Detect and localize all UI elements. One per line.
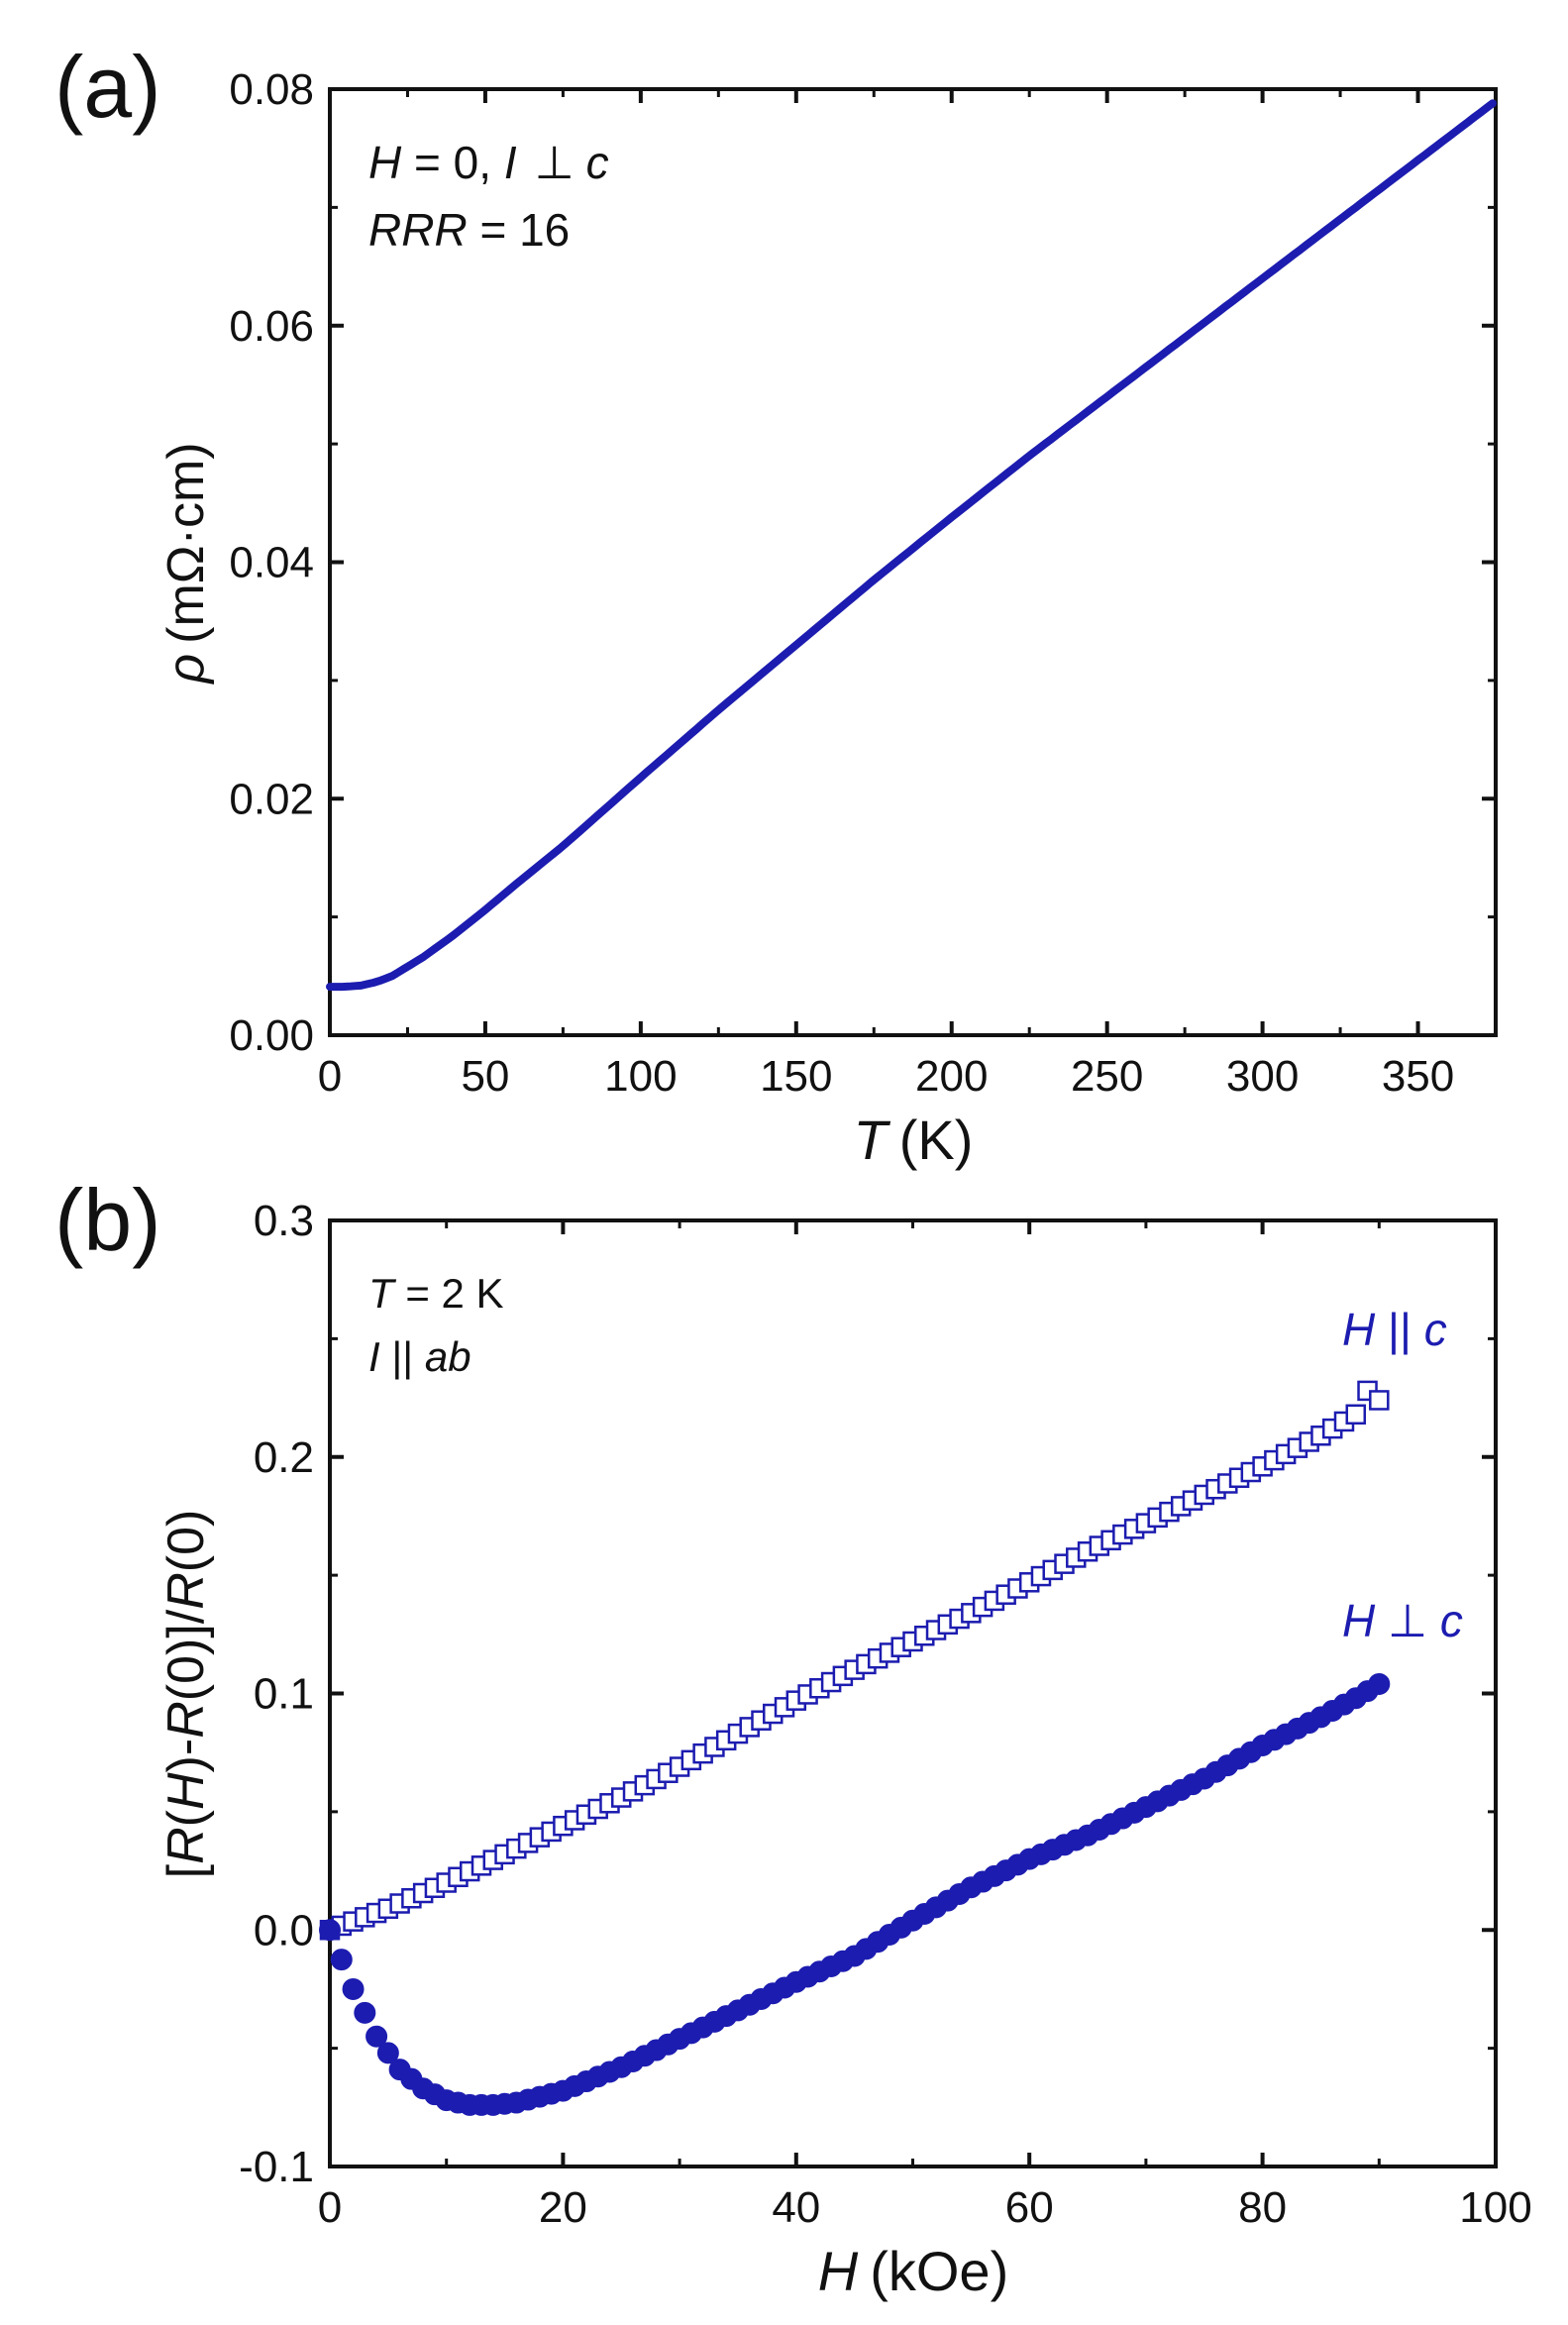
panel-a-x-ticks: 0 50 100 150 200 250 300 350 bbox=[318, 89, 1498, 1101]
panel-b-annotation-line2: I || ab bbox=[368, 1333, 471, 1380]
panel-a-y-axis-label: ρ (mΩ·cm) bbox=[157, 442, 215, 685]
panel-b-x-axis-label: H (kOe) bbox=[818, 2240, 1008, 2302]
x-tick-label: 150 bbox=[760, 1052, 832, 1101]
x-tick-label: 50 bbox=[461, 1052, 509, 1101]
x-tick-label: 100 bbox=[1459, 2183, 1531, 2232]
annotation-temperature: = 2 K bbox=[394, 1270, 504, 1317]
y-tick-label: 0.06 bbox=[229, 302, 314, 351]
panel-a-series-line bbox=[326, 99, 1497, 992]
panel-b-series-perp bbox=[319, 1672, 1391, 2116]
legend-perp-var-h: H bbox=[1342, 1595, 1376, 1646]
y-label-r2: R bbox=[157, 1701, 215, 1739]
data-point-square bbox=[1345, 1404, 1367, 1426]
legend-perp-symbol: ⊥ bbox=[1375, 1595, 1440, 1646]
panel-b-label: (b) bbox=[54, 1171, 161, 1269]
y-tick-label: 0.2 bbox=[254, 1433, 314, 1482]
annotation-rrr-value: = 16 bbox=[468, 204, 571, 256]
y-label-part-5: (0) bbox=[157, 1510, 215, 1573]
panel-a-plot-area: 0 50 100 150 200 250 300 350 0.000.020.040.060.… bbox=[229, 65, 1498, 1101]
y-label-h: H bbox=[157, 1772, 215, 1810]
x-tick-label: 60 bbox=[1005, 2183, 1054, 2232]
panel-a-y-ticks: 0.00 0.02 0.04 0.06 0.08 bbox=[229, 65, 1496, 1060]
annotation-var-i: I bbox=[504, 137, 517, 188]
panel-a-x-axis-label: T (K) bbox=[854, 1109, 974, 1171]
x-tick-label: 300 bbox=[1226, 1052, 1299, 1101]
x-tick-label: 200 bbox=[915, 1052, 988, 1101]
x-tick-label: 0 bbox=[318, 1052, 342, 1101]
y-label-r3: R bbox=[157, 1572, 215, 1610]
x-label-h: H bbox=[818, 2240, 859, 2302]
y-tick-label: 0.3 bbox=[254, 1197, 314, 1245]
data-point-circle bbox=[319, 1919, 341, 1942]
panel-b-annotation-line1: T = 2 K bbox=[368, 1270, 504, 1317]
legend-h-perp-c: H ⊥ c bbox=[1342, 1595, 1463, 1646]
y-label-part-4: (0)]/ bbox=[157, 1609, 215, 1701]
x-tick-label: 80 bbox=[1238, 2183, 1287, 2232]
annotation-var-t: T bbox=[368, 1270, 397, 1317]
y-label-unit: (mΩ·cm) bbox=[157, 442, 215, 643]
data-point-circle bbox=[354, 2001, 376, 2024]
y-label-rho: ρ bbox=[157, 654, 215, 686]
x-label-t: T bbox=[854, 1109, 891, 1171]
y-tick-label: 0.0 bbox=[254, 1906, 314, 1955]
panel-b-x-ticks: 0 20 40 60 80 100 bbox=[318, 1220, 1532, 2232]
y-tick-label: -0.1 bbox=[239, 2143, 314, 2191]
panel-a: (a) 0 50 100 150 200 250 300 350 0.000.020.040.… bbox=[54, 38, 1498, 1171]
panel-b-plot-area: 0 20 40 60 80 100 -0.1 0.0 0.1 0.2 0.3 bbox=[239, 1197, 1532, 2232]
x-tick-label: 40 bbox=[772, 2183, 820, 2232]
y-tick-label: 0.08 bbox=[229, 65, 314, 114]
annotation-perp-symbol: ⊥ bbox=[535, 137, 575, 188]
y-tick-label: 0.00 bbox=[229, 1011, 314, 1060]
annotation-var-h: H bbox=[368, 137, 402, 188]
data-point-circle bbox=[342, 1977, 365, 2000]
x-tick-label: 0 bbox=[318, 2183, 342, 2232]
legend-parallel-var-h: H bbox=[1342, 1304, 1376, 1355]
panel-a-label: (a) bbox=[54, 38, 161, 136]
x-label-unit: (K) bbox=[899, 1109, 974, 1171]
y-tick-label: 0.1 bbox=[254, 1670, 314, 1719]
y-tick-label: 0.02 bbox=[229, 775, 314, 823]
data-point-circle bbox=[1368, 1672, 1391, 1695]
annotation-var-ab: ab bbox=[425, 1333, 471, 1380]
legend-parallel-symbol: || bbox=[1375, 1304, 1423, 1355]
x-tick-label: 20 bbox=[539, 2183, 587, 2232]
annotation-var-c: c bbox=[586, 137, 609, 188]
y-label-part-2: ( bbox=[157, 1809, 215, 1827]
panel-b-frame bbox=[328, 1218, 1498, 2168]
annotation-var-i: I bbox=[368, 1333, 380, 1380]
data-point-circle bbox=[376, 2042, 399, 2064]
y-label-r1: R bbox=[157, 1827, 215, 1864]
x-label-unit: (kOe) bbox=[870, 2240, 1008, 2302]
x-tick-label: 350 bbox=[1382, 1052, 1454, 1101]
panel-a-annotation-line1: H = 0, I ⊥ c bbox=[368, 137, 609, 188]
y-label-part-3: )- bbox=[157, 1739, 215, 1773]
panel-b-y-ticks: -0.1 0.0 0.1 0.2 0.3 bbox=[239, 1197, 1496, 2191]
x-tick-label: 250 bbox=[1071, 1052, 1143, 1101]
data-point-circle bbox=[330, 1949, 353, 1971]
panel-a-annotation-line2: RRR = 16 bbox=[368, 204, 570, 256]
x-tick-label: 100 bbox=[604, 1052, 677, 1101]
annotation-var-rrr: RRR bbox=[368, 204, 468, 256]
annotation-parallel-symbol: || bbox=[380, 1333, 425, 1380]
y-label-part-1: [ bbox=[157, 1863, 215, 1878]
y-tick-label: 0.04 bbox=[229, 539, 314, 587]
panel-b-y-axis-label: [R(H)-R(0)]/R(0) bbox=[157, 1510, 215, 1879]
data-point-circle bbox=[366, 2025, 388, 2048]
panel-b: (b) 0 20 40 60 80 100 -0.1 0.0 0.1 0.2 0.3 T = 2 … bbox=[54, 1171, 1532, 2302]
legend-parallel-var-c: c bbox=[1424, 1304, 1447, 1355]
legend-h-parallel-c: H || c bbox=[1342, 1304, 1447, 1355]
legend-perp-var-c: c bbox=[1440, 1595, 1463, 1646]
annotation-equals-zero: = 0, bbox=[401, 137, 504, 188]
data-point-square bbox=[1369, 1390, 1390, 1411]
panel-b-series-parallel bbox=[319, 1380, 1390, 1941]
